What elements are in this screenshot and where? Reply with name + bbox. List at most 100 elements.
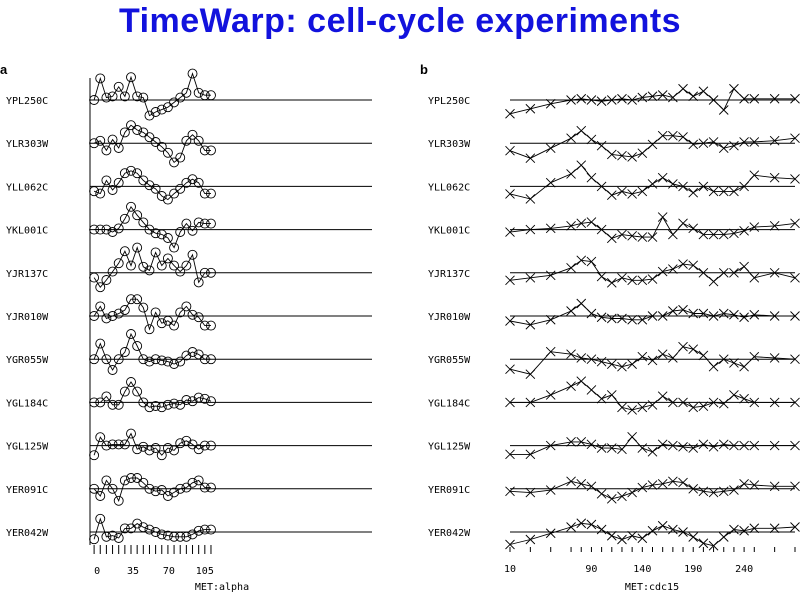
data-point-marker bbox=[132, 294, 143, 305]
data-point-marker bbox=[668, 476, 678, 487]
data-point-marker bbox=[739, 478, 749, 489]
data-point-marker bbox=[729, 186, 739, 197]
data-point-marker bbox=[576, 437, 587, 447]
data-point-marker bbox=[505, 108, 515, 119]
data-point-marker bbox=[107, 311, 118, 321]
data-point-marker bbox=[545, 270, 556, 281]
data-point-marker bbox=[586, 354, 597, 365]
data-point-marker bbox=[150, 527, 161, 537]
data-point-marker bbox=[657, 266, 668, 277]
series-label: YKL001C bbox=[6, 226, 48, 237]
data-point-marker bbox=[525, 369, 536, 380]
data-point-marker bbox=[107, 266, 118, 277]
x-tick-label: 240 bbox=[735, 564, 753, 575]
data-point-marker bbox=[505, 449, 515, 460]
x-tick-label: 10 bbox=[504, 564, 516, 575]
data-point-marker bbox=[181, 135, 192, 146]
data-point-marker bbox=[193, 392, 204, 403]
data-point-marker bbox=[119, 213, 130, 224]
data-point-marker bbox=[169, 531, 180, 542]
data-point-marker bbox=[95, 432, 106, 443]
data-point-marker bbox=[89, 397, 100, 408]
data-point-marker bbox=[175, 531, 186, 542]
data-point-marker bbox=[113, 258, 124, 269]
data-point-marker bbox=[729, 267, 739, 278]
data-point-marker bbox=[647, 400, 658, 410]
data-point-marker bbox=[162, 530, 173, 541]
data-point-marker bbox=[586, 439, 597, 450]
data-point-marker bbox=[688, 443, 699, 453]
data-point-marker bbox=[156, 318, 167, 329]
data-point-marker bbox=[708, 137, 719, 147]
x-tick-label: 105 bbox=[196, 566, 214, 577]
data-point-marker bbox=[688, 483, 699, 494]
data-point-marker bbox=[749, 480, 760, 490]
data-point-marker bbox=[162, 399, 173, 410]
data-point-marker bbox=[132, 91, 143, 102]
data-point-marker bbox=[576, 218, 587, 229]
series-line bbox=[509, 480, 795, 500]
data-point-marker bbox=[199, 90, 210, 101]
data-point-marker bbox=[162, 194, 173, 205]
data-point-marker bbox=[698, 181, 709, 192]
data-point-marker bbox=[206, 320, 216, 331]
data-point-marker bbox=[545, 390, 556, 400]
x-tick-label: 140 bbox=[633, 564, 651, 575]
data-point-marker bbox=[138, 302, 149, 313]
data-point-marker bbox=[739, 361, 749, 372]
data-point-marker bbox=[89, 138, 100, 149]
data-point-marker bbox=[144, 132, 155, 143]
data-point-marker bbox=[150, 443, 161, 453]
data-point-marker bbox=[678, 527, 688, 537]
data-point-marker bbox=[175, 356, 186, 367]
data-point-marker bbox=[627, 275, 637, 286]
data-point-marker bbox=[150, 354, 161, 365]
data-point-marker bbox=[181, 87, 192, 98]
data-point-marker bbox=[637, 443, 648, 453]
data-point-marker bbox=[718, 308, 729, 319]
data-point-marker bbox=[790, 354, 800, 365]
data-point-marker bbox=[150, 486, 161, 497]
data-point-marker bbox=[596, 524, 607, 535]
data-point-marker bbox=[627, 95, 637, 105]
data-point-marker bbox=[637, 148, 648, 159]
data-point-marker bbox=[132, 125, 143, 135]
data-point-marker bbox=[545, 177, 556, 188]
data-point-marker bbox=[708, 442, 719, 452]
data-point-marker bbox=[193, 217, 204, 228]
data-point-marker bbox=[729, 228, 739, 239]
data-point-marker bbox=[718, 229, 729, 240]
data-point-marker bbox=[596, 140, 607, 151]
data-point-marker bbox=[698, 350, 709, 361]
series-label: YGR055W bbox=[6, 355, 49, 366]
data-point-marker bbox=[107, 365, 118, 375]
data-point-marker bbox=[187, 477, 198, 488]
data-point-marker bbox=[718, 532, 729, 542]
data-point-marker bbox=[193, 525, 204, 536]
data-point-marker bbox=[126, 473, 136, 483]
data-point-marker bbox=[119, 91, 130, 102]
data-point-marker bbox=[627, 189, 637, 199]
data-point-marker bbox=[199, 393, 210, 404]
data-point-marker bbox=[505, 397, 515, 408]
x-tick-label: 70 bbox=[163, 566, 175, 577]
data-point-marker bbox=[688, 139, 699, 150]
data-point-marker bbox=[107, 185, 118, 195]
data-point-marker bbox=[749, 440, 760, 451]
data-point-marker bbox=[647, 355, 658, 366]
data-point-marker bbox=[525, 319, 536, 330]
data-point-marker bbox=[749, 170, 760, 180]
data-point-marker bbox=[156, 229, 167, 240]
data-point-marker bbox=[150, 183, 161, 194]
data-point-marker bbox=[95, 188, 106, 199]
data-point-marker bbox=[193, 475, 204, 486]
data-point-marker bbox=[688, 402, 699, 413]
series-label: YLL062C bbox=[428, 182, 470, 193]
data-point-marker bbox=[199, 218, 210, 229]
data-point-marker bbox=[749, 351, 760, 362]
data-point-marker bbox=[729, 358, 739, 368]
data-point-marker bbox=[790, 93, 800, 104]
series-line bbox=[510, 380, 795, 411]
data-point-marker bbox=[708, 487, 719, 498]
data-point-marker bbox=[206, 145, 216, 156]
